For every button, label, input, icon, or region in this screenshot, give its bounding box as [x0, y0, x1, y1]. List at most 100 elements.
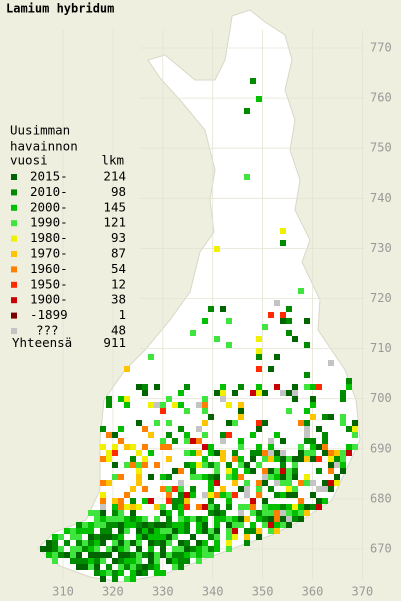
- record-square: [226, 498, 232, 504]
- record-square: [208, 546, 214, 552]
- record-square: [94, 540, 100, 546]
- record-square: [160, 402, 166, 408]
- record-square: [328, 468, 334, 474]
- record-square: [292, 336, 298, 342]
- record-square: [316, 504, 322, 510]
- record-square: [340, 414, 346, 420]
- record-square: [46, 540, 52, 546]
- record-square: [298, 444, 304, 450]
- record-square: [184, 528, 190, 534]
- record-square: [88, 552, 94, 558]
- legend-heading: lkm: [101, 153, 124, 168]
- record-square: [220, 390, 226, 396]
- record-square: [214, 474, 220, 480]
- record-square: [322, 438, 328, 444]
- record-square: [256, 486, 262, 492]
- record-square: [262, 504, 268, 510]
- record-square: [178, 390, 184, 396]
- record-square: [232, 534, 238, 540]
- easting-label: 360: [302, 585, 324, 599]
- record-square: [208, 474, 214, 480]
- record-square: [238, 474, 244, 480]
- record-square: [232, 522, 238, 528]
- record-square: [292, 396, 298, 402]
- record-square: [172, 522, 178, 528]
- record-square: [166, 540, 172, 546]
- record-square: [286, 318, 292, 324]
- record-square: [202, 408, 208, 414]
- record-square: [190, 552, 196, 558]
- record-square: [112, 546, 118, 552]
- record-square: [256, 96, 262, 102]
- record-square: [292, 468, 298, 474]
- record-square: [214, 462, 220, 468]
- legend-label: 2015-: [30, 169, 68, 184]
- record-square: [268, 438, 274, 444]
- legend-label: 2010-: [30, 184, 68, 199]
- record-square: [250, 450, 256, 456]
- record-square: [136, 516, 142, 522]
- legend-heading: vuosi: [10, 153, 48, 168]
- record-square: [256, 444, 262, 450]
- record-square: [106, 396, 112, 402]
- record-square: [292, 456, 298, 462]
- legend-total: 911: [103, 335, 126, 350]
- record-square: [82, 558, 88, 564]
- legend-count: 98: [111, 184, 126, 199]
- record-square: [208, 492, 214, 498]
- record-square: [178, 546, 184, 552]
- record-square: [304, 342, 310, 348]
- record-square: [154, 402, 160, 408]
- record-square: [112, 498, 118, 504]
- record-square: [124, 552, 130, 558]
- record-square: [106, 534, 112, 540]
- record-square: [298, 510, 304, 516]
- record-square: [166, 444, 172, 450]
- record-square: [208, 534, 214, 540]
- record-square: [100, 480, 106, 486]
- record-square: [292, 462, 298, 468]
- record-square: [220, 492, 226, 498]
- record-square: [58, 546, 64, 552]
- record-square: [100, 558, 106, 564]
- record-square: [166, 552, 172, 558]
- record-square: [244, 486, 250, 492]
- record-square: [214, 534, 220, 540]
- record-square: [304, 438, 310, 444]
- record-square: [250, 504, 256, 510]
- record-square: [154, 462, 160, 468]
- record-square: [130, 486, 136, 492]
- record-square: [268, 474, 274, 480]
- record-square: [244, 462, 250, 468]
- record-square: [292, 516, 298, 522]
- record-square: [274, 354, 280, 360]
- record-square: [328, 462, 334, 468]
- record-square: [178, 426, 184, 432]
- record-square: [202, 492, 208, 498]
- record-square: [304, 432, 310, 438]
- easting-label: 370: [352, 585, 374, 599]
- record-square: [184, 552, 190, 558]
- record-square: [232, 456, 238, 462]
- record-square: [274, 516, 280, 522]
- legend-count: 38: [111, 292, 126, 307]
- record-square: [94, 522, 100, 528]
- record-square: [250, 468, 256, 474]
- legend-swatch: [11, 235, 17, 242]
- record-square: [232, 480, 238, 486]
- record-square: [274, 474, 280, 480]
- record-square: [286, 330, 292, 336]
- record-square: [160, 540, 166, 546]
- record-square: [286, 486, 292, 492]
- record-square: [130, 444, 136, 450]
- record-square: [214, 522, 220, 528]
- record-square: [154, 420, 160, 426]
- easting-label: 320: [102, 585, 124, 599]
- record-square: [268, 456, 274, 462]
- record-square: [268, 486, 274, 492]
- record-square: [124, 402, 130, 408]
- record-square: [214, 468, 220, 474]
- record-square: [244, 534, 250, 540]
- record-square: [304, 474, 310, 480]
